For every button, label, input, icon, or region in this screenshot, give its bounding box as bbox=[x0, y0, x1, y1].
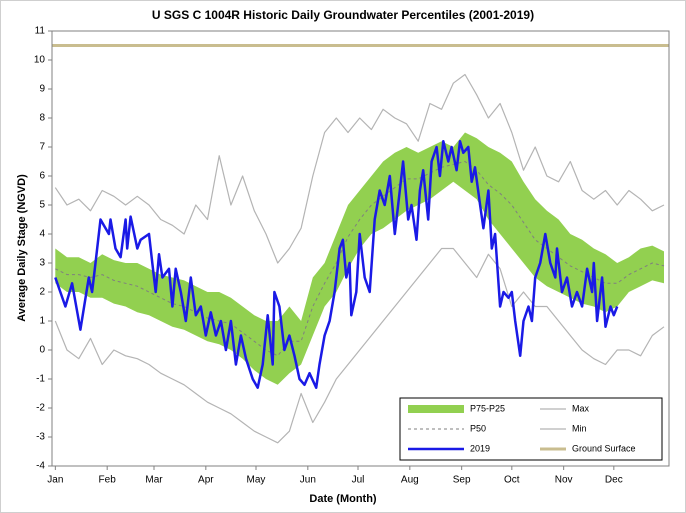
plot-area bbox=[52, 44, 669, 444]
y-tick-label: 0 bbox=[39, 345, 45, 356]
x-tick-label: Nov bbox=[555, 475, 573, 486]
y-tick-label: 6 bbox=[39, 171, 45, 182]
y-tick-label: 5 bbox=[39, 200, 45, 211]
series-line bbox=[54, 139, 619, 389]
y-tick-label: 1 bbox=[39, 316, 45, 327]
legend-label: P75-P25 bbox=[470, 403, 505, 413]
y-tick-label: -2 bbox=[36, 403, 45, 414]
x-tick-label: Sep bbox=[453, 475, 471, 486]
y-axis-label: Average Daily Stage (NGVD) bbox=[16, 174, 28, 322]
legend: P75-P25 Max P50 Min 2019 Ground Surface bbox=[399, 397, 663, 461]
y-tick-label: 7 bbox=[39, 142, 45, 153]
legend-label: Min bbox=[572, 423, 587, 433]
chart-title: U SGS C 1004R Historic Daily Groundwater… bbox=[152, 8, 534, 22]
x-tick-label: Jul bbox=[352, 475, 365, 486]
y-tick-label: 11 bbox=[35, 26, 46, 37]
y-tick-label: -3 bbox=[36, 432, 45, 443]
x-tick-label: Apr bbox=[198, 475, 214, 486]
x-tick-label: Mar bbox=[145, 475, 163, 486]
x-tick-label: Aug bbox=[401, 475, 419, 486]
y-tick-label: -1 bbox=[36, 374, 45, 385]
y-tick-label: 8 bbox=[39, 113, 45, 124]
legend-label: 2019 bbox=[470, 443, 490, 453]
legend-label: Max bbox=[572, 403, 590, 413]
y-tick-label: 2 bbox=[39, 287, 45, 298]
series-line bbox=[54, 247, 665, 444]
x-tick-label: May bbox=[247, 475, 266, 486]
legend-swatch bbox=[408, 405, 464, 413]
x-tick-label: Feb bbox=[99, 475, 117, 486]
series-line bbox=[55, 161, 665, 357]
y-tick-label: 9 bbox=[39, 84, 45, 95]
legend-label: P50 bbox=[470, 423, 486, 433]
series-line bbox=[54, 73, 665, 264]
legend-label: Ground Surface bbox=[572, 443, 636, 453]
x-tick-label: Jun bbox=[300, 475, 316, 486]
x-tick-label: Dec bbox=[605, 475, 623, 486]
x-tick-label: Oct bbox=[504, 475, 520, 486]
x-axis-label: Date (Month) bbox=[309, 493, 377, 505]
percentile-band bbox=[55, 132, 665, 385]
y-tick-label: 3 bbox=[39, 258, 45, 269]
y-tick-label: -4 bbox=[36, 461, 45, 472]
y-tick-label: 4 bbox=[39, 229, 45, 240]
y-tick-label: 10 bbox=[34, 55, 46, 66]
x-tick-label: Jan bbox=[47, 475, 63, 486]
plot-border bbox=[51, 30, 670, 467]
